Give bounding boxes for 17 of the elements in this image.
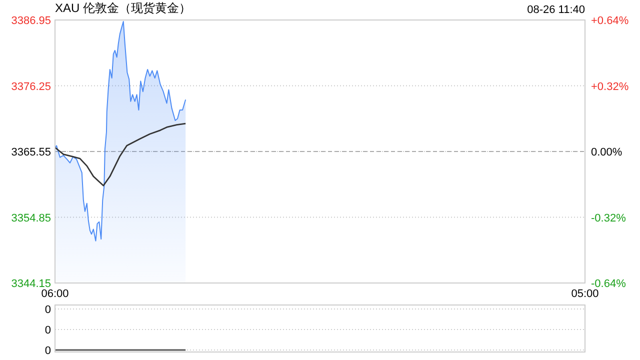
- y2-tick-label: -0.64%: [591, 278, 626, 290]
- y2-tick-label: +0.32%: [591, 80, 629, 93]
- y-tick-label: 3354.85: [11, 212, 51, 224]
- y-tick-label: 3365.55: [11, 146, 51, 158]
- y-tick-label: 3344.15: [11, 278, 51, 290]
- x-tick-label: 06:00: [41, 288, 69, 300]
- y-tick-label: 0: [44, 324, 51, 336]
- text: 08-26 11:40: [527, 4, 585, 16]
- y-tick-label: 0: [44, 304, 51, 316]
- y2-tick-label: 0.00%: [591, 146, 622, 158]
- chart-title: XAU 伦敦金（现货黄金）: [55, 1, 192, 15]
- x-tick-label: 05:00: [571, 288, 599, 300]
- y2-tick-label: +0.64%: [591, 15, 629, 27]
- y-tick-label: 3376.25: [11, 80, 51, 93]
- y2-tick-label: -0.32%: [591, 212, 626, 224]
- y-tick-label: 3386.95: [11, 15, 51, 27]
- y-tick-label: 0: [44, 345, 51, 357]
